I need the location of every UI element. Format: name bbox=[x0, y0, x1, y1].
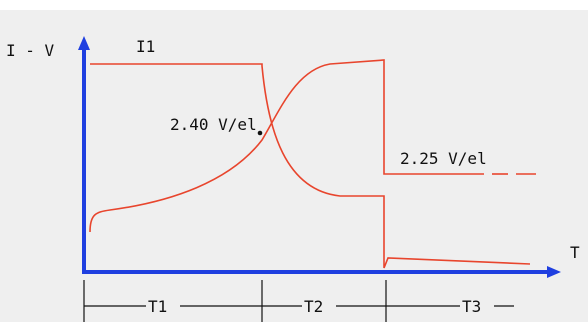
phase-label-t1: T1 bbox=[148, 297, 167, 316]
phase-label-t3: T3 bbox=[462, 297, 481, 316]
current-label: I1 bbox=[136, 37, 155, 56]
voltage-label-float: 2.25 V/el bbox=[400, 149, 487, 168]
voltage-curve bbox=[89, 59, 484, 233]
y-axis-label: I - V bbox=[6, 41, 55, 60]
y-axis-arrow-icon bbox=[78, 36, 90, 50]
x-axis-arrow-icon bbox=[547, 266, 561, 278]
phase-label-t2: T2 bbox=[304, 297, 323, 316]
voltage-marker-dot bbox=[257, 130, 263, 136]
voltage-label-charge: 2.40 V/el bbox=[170, 115, 257, 134]
diagram-background bbox=[0, 10, 588, 322]
x-axis-label: T bbox=[570, 243, 580, 262]
current-curve bbox=[90, 63, 531, 269]
